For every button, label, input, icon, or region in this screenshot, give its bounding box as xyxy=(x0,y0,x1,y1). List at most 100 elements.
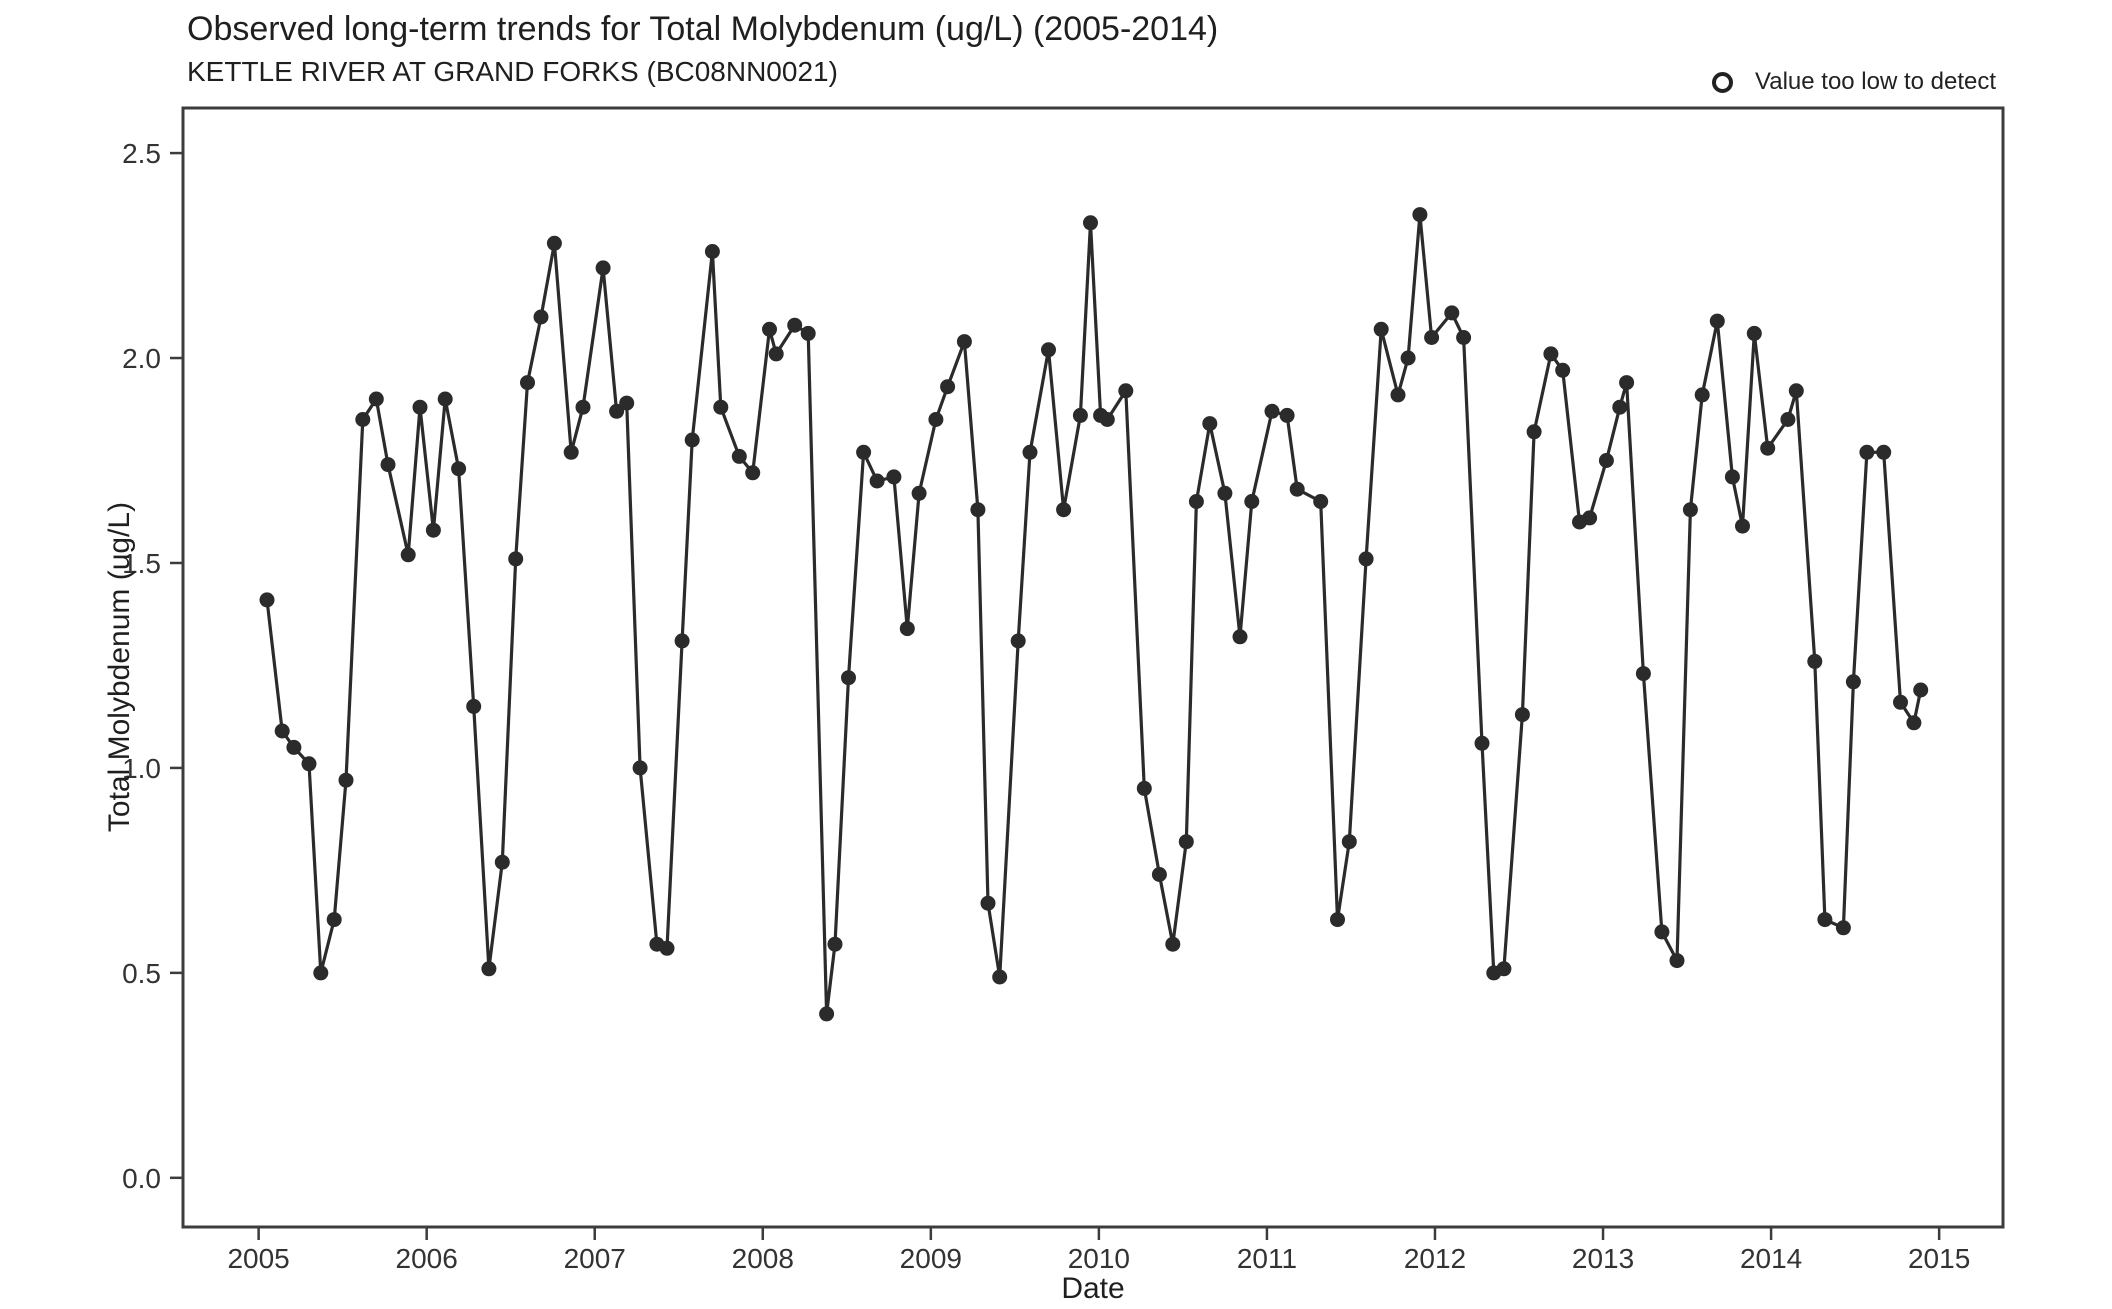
data-point xyxy=(1612,399,1628,415)
data-point xyxy=(1555,362,1571,378)
chart-subtitle: KETTLE RIVER AT GRAND FORKS (BC08NN0021) xyxy=(187,56,838,87)
data-point xyxy=(1373,321,1389,337)
data-point xyxy=(1244,494,1260,509)
data-point xyxy=(400,547,416,563)
data-point xyxy=(1760,440,1776,456)
data-point xyxy=(274,723,290,739)
data-point xyxy=(1906,715,1922,731)
data-point xyxy=(380,457,396,473)
legend-label: Value too low to detect xyxy=(1755,68,1997,95)
data-point xyxy=(1788,383,1804,399)
data-point xyxy=(1136,780,1152,796)
y-tick-label: 0.0 xyxy=(122,1163,161,1194)
data-point xyxy=(1178,834,1194,850)
data-point xyxy=(1022,444,1038,460)
data-point xyxy=(1165,936,1181,952)
data-point xyxy=(992,969,1008,985)
data-point xyxy=(451,461,467,477)
data-point xyxy=(1341,834,1357,850)
data-point xyxy=(425,522,441,538)
data-point xyxy=(841,670,856,686)
data-point xyxy=(800,325,816,341)
x-tick-label: 2014 xyxy=(1740,1243,1802,1274)
data-point xyxy=(1654,924,1670,940)
x-tick-label: 2006 xyxy=(396,1243,458,1274)
data-point xyxy=(970,502,986,518)
data-point xyxy=(762,321,777,337)
data-point xyxy=(1083,215,1098,231)
x-tick-label: 2009 xyxy=(900,1243,962,1274)
data-point xyxy=(1582,510,1598,526)
data-point xyxy=(1412,207,1428,223)
data-point xyxy=(494,854,510,870)
data-point xyxy=(1202,416,1218,432)
y-tick-label: 1.0 xyxy=(122,753,161,784)
data-point xyxy=(1456,330,1472,345)
data-point xyxy=(1635,666,1651,682)
data-point xyxy=(787,317,803,333)
data-point xyxy=(827,936,843,952)
data-point xyxy=(520,375,535,391)
data-point xyxy=(940,379,956,395)
data-point xyxy=(609,403,625,419)
data-point xyxy=(595,260,611,276)
data-point xyxy=(819,1006,835,1022)
data-point xyxy=(1330,912,1345,928)
x-tick-label: 2010 xyxy=(1068,1243,1130,1274)
x-tick-label: 2012 xyxy=(1404,1243,1466,1274)
data-point xyxy=(956,334,972,350)
data-point xyxy=(1279,407,1295,423)
data-point xyxy=(911,485,927,501)
data-point xyxy=(355,412,371,427)
x-tick-label: 2005 xyxy=(227,1243,289,1274)
data-point xyxy=(1543,346,1559,362)
data-point xyxy=(869,473,885,489)
data-point xyxy=(1118,383,1134,399)
data-point xyxy=(533,309,549,325)
y-tick-label: 2.0 xyxy=(122,343,161,374)
data-point xyxy=(731,448,747,464)
data-point xyxy=(1313,494,1329,509)
x-tick-label: 2015 xyxy=(1908,1243,1970,1274)
data-point xyxy=(768,346,784,362)
data-point xyxy=(1807,653,1823,669)
data-point xyxy=(899,621,915,637)
data-point xyxy=(1619,375,1635,391)
data-point xyxy=(437,391,453,407)
data-point xyxy=(980,895,996,911)
data-point xyxy=(508,551,524,567)
data-point xyxy=(1669,953,1685,969)
data-point xyxy=(1099,412,1115,427)
data-point xyxy=(1724,469,1740,485)
data-point xyxy=(1400,350,1416,366)
open-circle-icon xyxy=(1712,71,1733,93)
y-axis-title: Total Molybdenum (ug/L) xyxy=(103,501,136,833)
data-point xyxy=(704,244,720,259)
data-point xyxy=(1474,735,1490,751)
data-point xyxy=(1709,313,1725,329)
data-point xyxy=(338,772,354,788)
data-point xyxy=(1735,518,1750,534)
data-point xyxy=(632,760,648,776)
data-point xyxy=(1876,444,1892,460)
data-point xyxy=(326,912,342,928)
x-tick-label: 2011 xyxy=(1237,1243,1297,1274)
data-point xyxy=(1232,629,1248,645)
data-point xyxy=(1390,387,1406,403)
data-point xyxy=(1893,694,1908,710)
data-point xyxy=(745,465,761,481)
data-point xyxy=(368,391,384,407)
data-point xyxy=(674,633,690,649)
data-point xyxy=(1496,961,1512,977)
x-tick-label: 2007 xyxy=(564,1243,626,1274)
data-point xyxy=(259,592,275,608)
data-point xyxy=(1010,633,1026,649)
data-point xyxy=(1424,330,1440,345)
data-point xyxy=(1694,387,1710,403)
data-point xyxy=(1682,502,1698,518)
data-point xyxy=(412,399,428,415)
data-point xyxy=(1514,707,1530,723)
data-point xyxy=(1913,682,1929,698)
